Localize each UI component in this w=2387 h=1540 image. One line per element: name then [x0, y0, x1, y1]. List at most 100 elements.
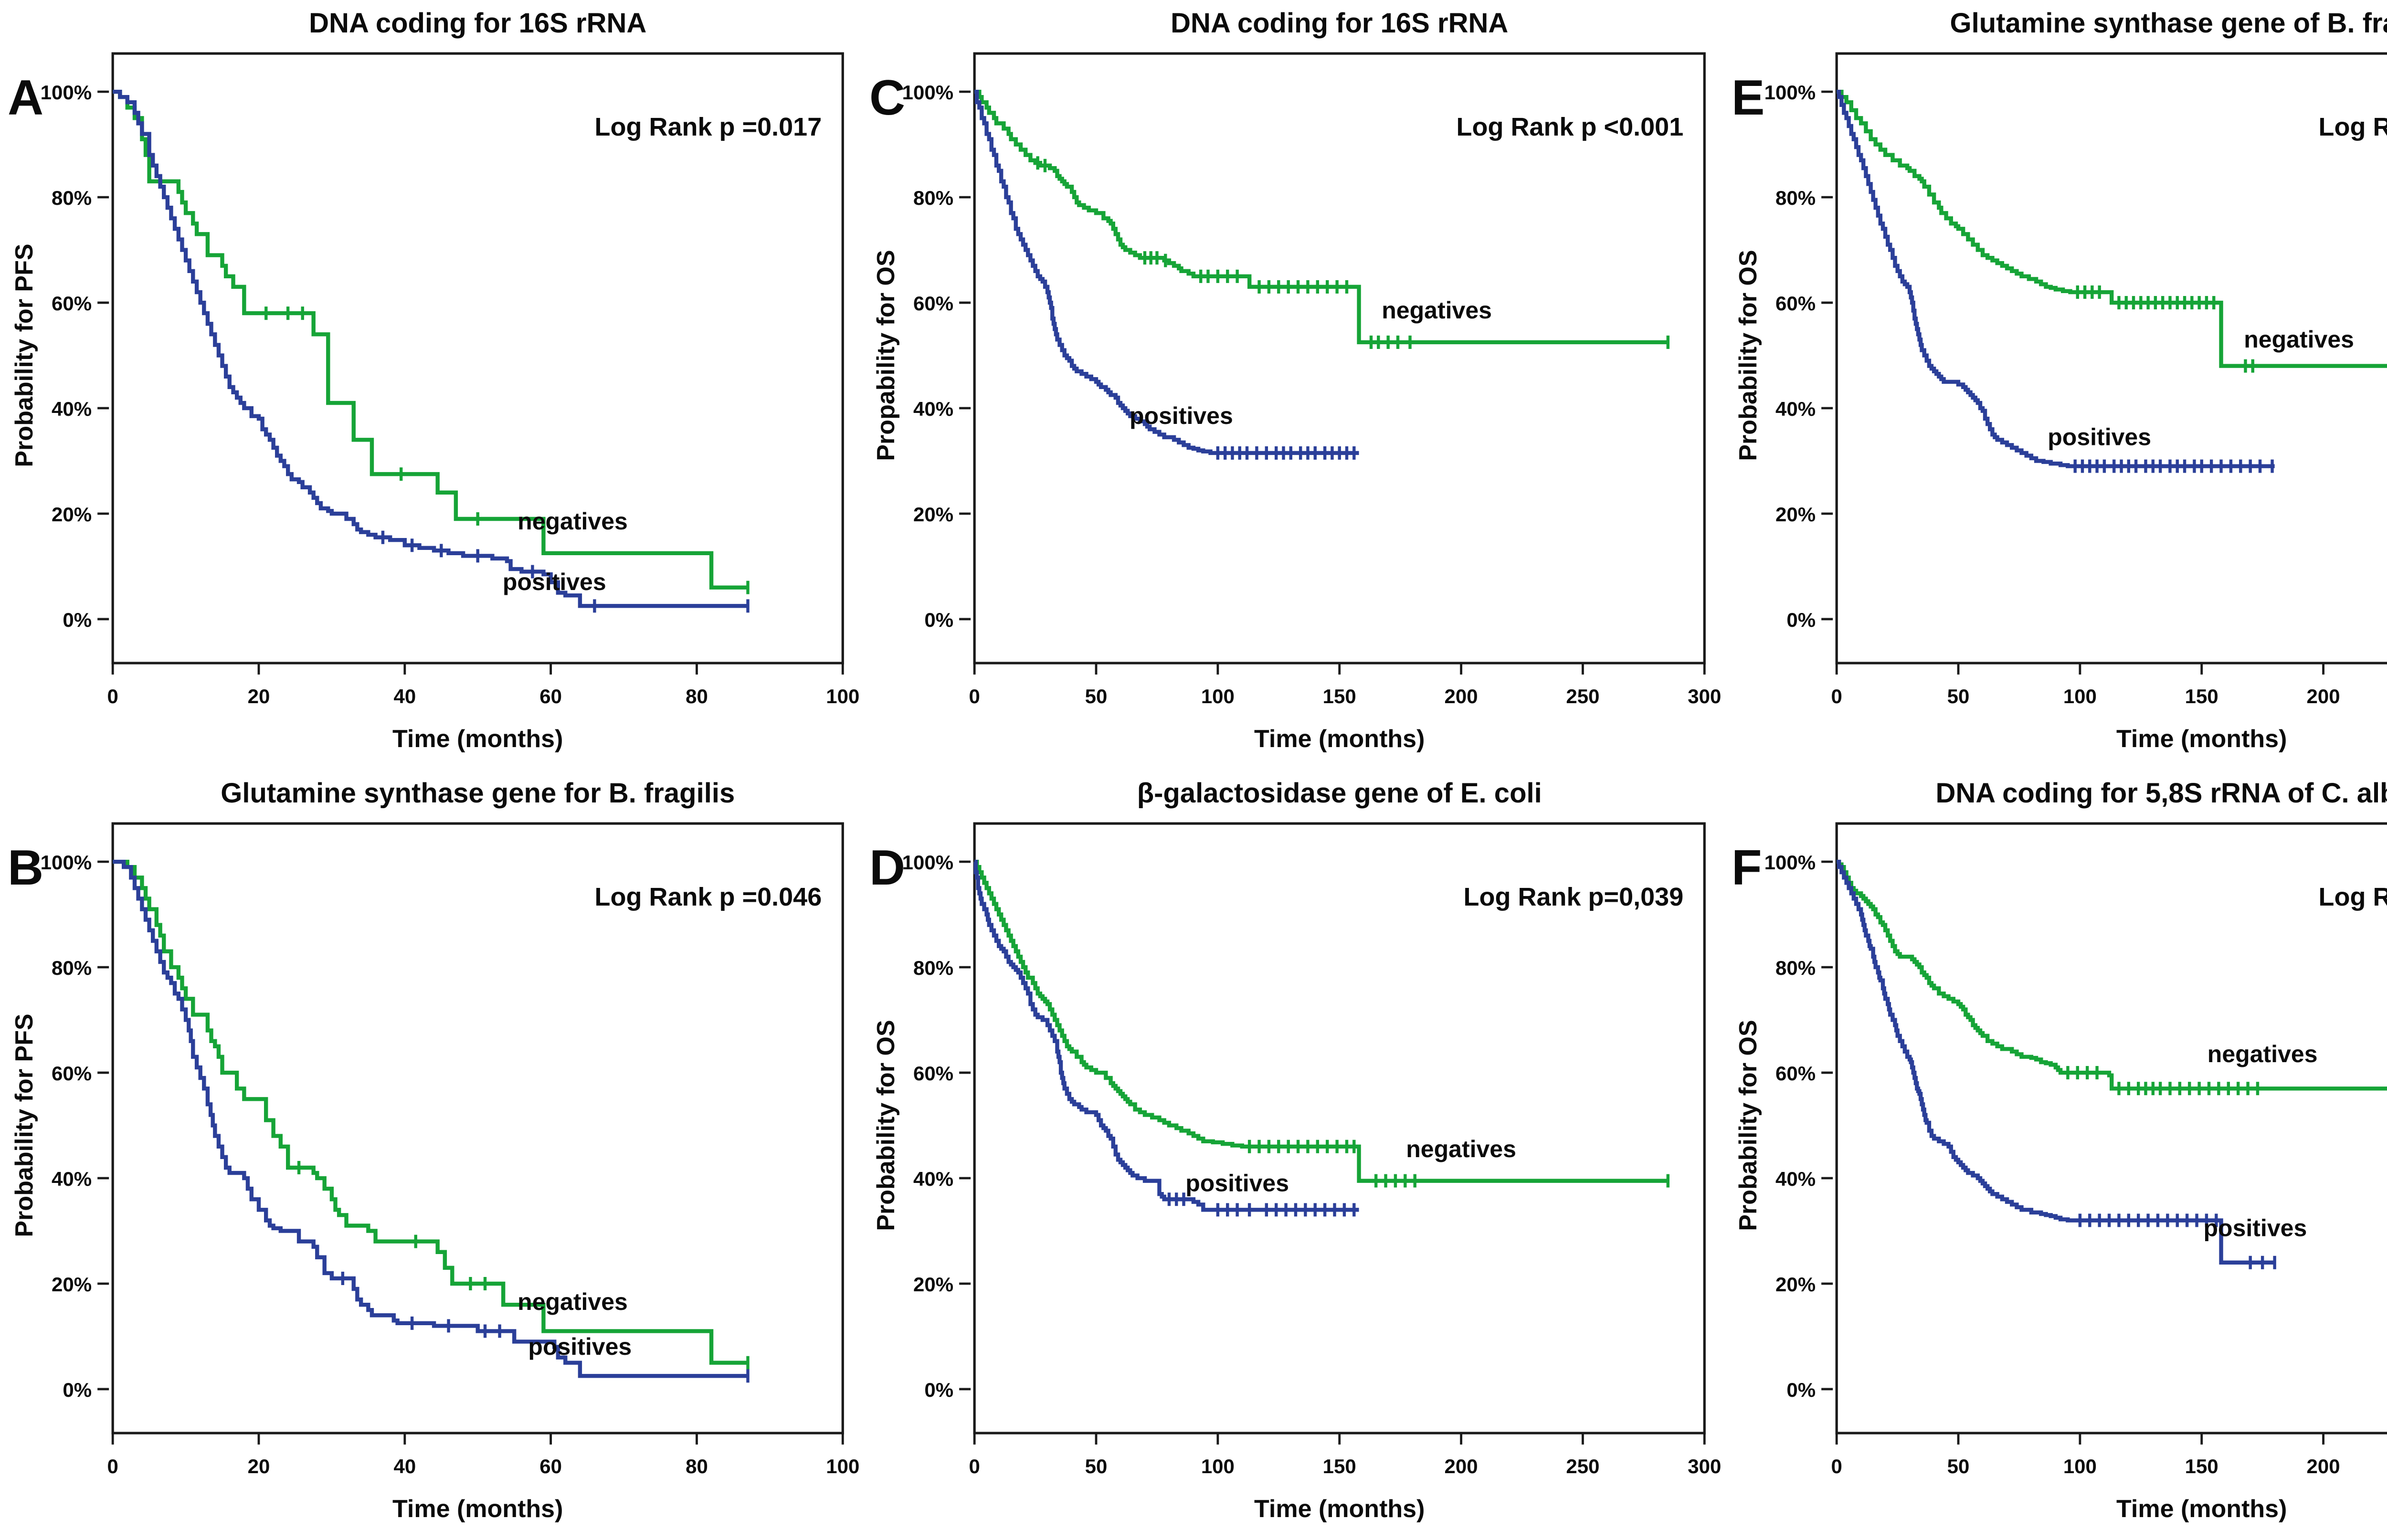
x-tick-label: 100 [826, 1455, 859, 1477]
x-tick-label: 200 [2306, 685, 2340, 707]
panel-title: DNA coding for 16S rRNA [309, 8, 646, 39]
y-tick-label: 60% [913, 292, 953, 315]
panel-letter: F [1732, 840, 1762, 896]
y-tick-label: 100% [41, 851, 92, 874]
x-axis-label: Time (months) [392, 1495, 563, 1523]
x-tick-label: 150 [1323, 685, 1356, 707]
y-tick-label: 40% [52, 1168, 92, 1190]
x-tick-label: 50 [1085, 1455, 1108, 1477]
y-tick-label: 40% [1775, 398, 1816, 420]
x-tick-label: 0 [1831, 685, 1842, 707]
x-tick-label: 80 [686, 685, 708, 707]
series-label-positives: positives [2048, 423, 2151, 450]
series-label-negatives: negatives [2244, 326, 2354, 353]
y-tick-label: 20% [1775, 1273, 1816, 1296]
y-tick-label: 60% [1775, 1062, 1816, 1085]
x-axis-label: Time (months) [2116, 1495, 2287, 1523]
log-rank-p-value: Log Rank p <0.001 [2318, 883, 2387, 911]
series-label-positives: positives [2203, 1215, 2307, 1242]
y-tick-label: 0% [63, 1379, 92, 1401]
km-plot-A: DNA coding for 16S rRNA A Log Rank p =0.01… [8, 8, 859, 753]
y-tick-label: 100% [1764, 81, 1815, 104]
y-tick-label: 60% [52, 292, 92, 315]
x-tick-label: 20 [248, 685, 270, 707]
x-tick-label: 0 [969, 685, 980, 707]
y-axis-label: Probability for PFS [11, 1014, 38, 1237]
panel-title: DNA coding for 5,8S rRNA of C. albicans [1935, 778, 2387, 809]
survival-curve-negatives [974, 860, 1669, 1183]
x-tick-label: 300 [1688, 1455, 1722, 1477]
y-tick-label: 20% [913, 1273, 953, 1296]
y-tick-label: 20% [52, 503, 92, 526]
panel-title: Glutamine synthase gene for B. fragilis [221, 778, 735, 809]
y-axis-label: Probability for OS [872, 1020, 900, 1231]
y-tick-label: 40% [1775, 1168, 1816, 1190]
panel-title: DNA coding for 16S rRNA [1171, 8, 1508, 39]
x-tick-label: 0 [107, 1455, 118, 1477]
y-tick-label: 40% [913, 1168, 953, 1190]
y-tick-label: 80% [1775, 187, 1816, 209]
log-rank-p-value: Log Rank p =0.046 [594, 883, 822, 911]
x-tick-label: 0 [969, 1455, 980, 1477]
survival-curve-positives [974, 89, 1359, 455]
panel-letter: A [8, 70, 43, 126]
km-plot-D: β-galactosidase gene of E. coli D Log Rank… [869, 778, 1722, 1523]
log-rank-p-value: Log Rank p=0,039 [1464, 883, 1684, 911]
panel-letter: D [869, 840, 905, 896]
y-tick-label: 0% [1786, 609, 1816, 631]
x-tick-label: 100 [826, 685, 859, 707]
x-tick-label: 100 [1201, 685, 1235, 707]
y-tick-label: 80% [1775, 957, 1816, 979]
km-plot-B: Glutamine synthase gene for B. fragilis B… [8, 778, 859, 1523]
km-plot-F: DNA coding for 5,8S rRNA of C. albicans F… [1732, 778, 2387, 1523]
y-axis-label: Probability for OS [1734, 1020, 1762, 1231]
survival-curve-negatives [113, 89, 748, 590]
x-axis-label: Time (months) [1254, 1495, 1425, 1523]
y-tick-label: 0% [63, 609, 92, 631]
x-tick-label: 80 [686, 1455, 708, 1477]
x-tick-label: 100 [2063, 1455, 2096, 1477]
log-rank-p-value: Log Rank p <0.001 [2318, 113, 2387, 141]
x-tick-label: 50 [1947, 685, 1969, 707]
panel-A: DNA coding for 16S rRNA A Log Rank p =0.01… [0, 0, 862, 770]
x-tick-label: 0 [1831, 1455, 1842, 1477]
x-tick-label: 50 [1947, 1455, 1969, 1477]
y-tick-label: 100% [902, 851, 953, 874]
x-tick-label: 150 [2185, 1455, 2218, 1477]
x-tick-label: 40 [393, 685, 416, 707]
survival-curve-positives [113, 860, 748, 1378]
x-tick-label: 300 [1688, 685, 1722, 707]
series-label-negatives: negatives [1406, 1136, 1517, 1162]
survival-curve-negatives [1836, 860, 2387, 1091]
y-axis-label: Probability for PFS [11, 243, 38, 467]
panel-title: β-galactosidase gene of E. coli [1137, 778, 1542, 809]
panel-B: Glutamine synthase gene for B. fragilis B… [0, 770, 862, 1540]
y-tick-label: 80% [913, 187, 953, 209]
x-tick-label: 20 [248, 1455, 270, 1477]
survival-curve-positives [973, 860, 1359, 1212]
x-tick-label: 100 [1201, 1455, 1235, 1477]
x-tick-label: 250 [1566, 1455, 1600, 1477]
y-axis-label: Probability for OS [1734, 250, 1762, 461]
series-label-positives: positives [1130, 402, 1233, 429]
x-tick-label: 50 [1085, 685, 1108, 707]
x-axis-label: Time (months) [2116, 725, 2287, 753]
y-tick-label: 20% [1775, 503, 1816, 526]
series-label-positives: positives [1186, 1170, 1289, 1197]
panel-E: Glutamine synthase gene of B. fragilis E L… [1724, 0, 2387, 770]
y-tick-label: 20% [913, 503, 953, 526]
survival-curve-positives [113, 89, 748, 608]
x-tick-label: 100 [2063, 685, 2096, 707]
series-label-negatives: negatives [2207, 1041, 2317, 1067]
y-tick-label: 80% [52, 957, 92, 979]
x-tick-label: 40 [393, 1455, 416, 1477]
y-tick-label: 100% [1764, 851, 1815, 874]
series-label-negatives: negatives [518, 508, 628, 535]
y-tick-label: 60% [913, 1062, 953, 1085]
log-rank-p-value: Log Rank p <0.001 [1457, 113, 1684, 141]
y-axis-label: Propability for OS [872, 250, 900, 461]
y-tick-label: 100% [41, 81, 92, 104]
x-tick-label: 200 [1445, 685, 1478, 707]
survival-curve-positives [1836, 860, 2275, 1265]
y-tick-label: 40% [52, 398, 92, 420]
